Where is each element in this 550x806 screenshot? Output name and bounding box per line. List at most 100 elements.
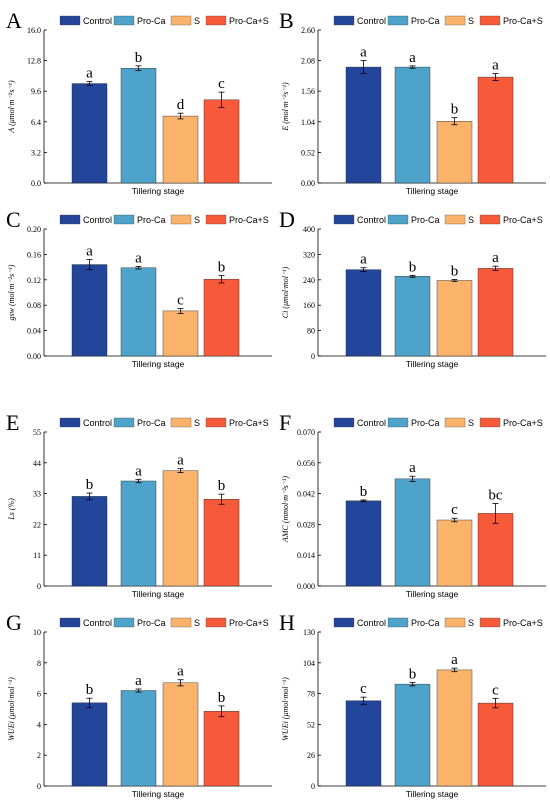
- y-tick-label: 33: [33, 490, 41, 499]
- panel-letter: G: [6, 610, 22, 635]
- legend-label: Pro-Ca+S: [503, 215, 543, 225]
- y-tick-label: 0.056: [297, 459, 315, 468]
- legend-label: S: [468, 215, 474, 225]
- bar-pro-ca-s: [477, 268, 514, 357]
- legend-label: S: [194, 418, 200, 428]
- legend-swatch-control: [59, 214, 81, 225]
- y-tick-label: 10: [33, 628, 41, 637]
- y-tick-label: 8: [37, 659, 41, 668]
- y-tick-label: 0.08: [27, 301, 41, 310]
- panel-letter: F: [279, 410, 291, 435]
- significance-letter: a: [135, 463, 142, 479]
- x-axis-label: Tillering stage: [132, 789, 185, 799]
- significance-letter: a: [409, 460, 416, 476]
- legend-swatch-control: [59, 617, 81, 628]
- significance-letter: b: [218, 690, 226, 706]
- significance-letter: a: [86, 243, 93, 259]
- legend-label: S: [468, 618, 474, 628]
- legend-label: Pro-Ca+S: [229, 215, 269, 225]
- bar-control: [71, 702, 108, 787]
- significance-letter: a: [409, 50, 416, 66]
- bar-pro-ca: [120, 690, 157, 787]
- bar-control: [71, 496, 108, 587]
- y-tick-label: 0: [311, 352, 315, 361]
- bar-pro-ca: [394, 683, 431, 787]
- significance-letter: a: [135, 250, 142, 266]
- legend-label: Pro-Ca+S: [229, 418, 269, 428]
- y-tick-label: 160: [303, 301, 315, 310]
- legend-label: Pro-Ca: [137, 16, 166, 26]
- y-axis-label: WUEi (μmol·mol⁻¹): [7, 677, 16, 741]
- y-tick-label: 6.4: [31, 118, 41, 127]
- y-tick-label: 9.6: [31, 87, 41, 96]
- y-tick-label: 6: [37, 690, 41, 699]
- bar-pro-ca: [120, 267, 157, 357]
- bar-s: [436, 519, 473, 587]
- y-tick-label: 400: [303, 225, 315, 234]
- y-tick-label: 55: [33, 428, 41, 437]
- y-tick-label: 2.08: [301, 57, 315, 66]
- panel-letter: E: [6, 410, 19, 435]
- panel-c: C Control Pro-Ca S Pro-Ca+S 0.00 0.04 0.08 0.12 0…: [6, 207, 272, 369]
- legend-label: Control: [357, 618, 386, 628]
- legend-label: Control: [83, 16, 112, 26]
- y-tick-label: 2: [37, 751, 41, 760]
- panel-letter: A: [6, 8, 22, 33]
- y-tick-label: 26: [307, 751, 315, 760]
- legend-swatch-pro-ca: [113, 417, 135, 428]
- legend-swatch-pro-ca-s: [479, 214, 501, 225]
- legend-swatch-pro-ca-s: [479, 417, 501, 428]
- x-axis-label: Tillering stage: [406, 359, 459, 369]
- legend-swatch-control: [333, 417, 355, 428]
- x-axis-label: Tillering stage: [406, 589, 459, 599]
- significance-letter: a: [492, 58, 499, 74]
- y-tick-label: 0: [37, 582, 41, 591]
- y-tick-label: 240: [303, 276, 315, 285]
- significance-letter: b: [409, 259, 417, 275]
- legend-swatch-pro-ca: [387, 214, 409, 225]
- legend-label: Pro-Ca+S: [503, 16, 543, 26]
- y-tick-label: 0.20: [27, 225, 41, 234]
- x-axis-label: Tillering stage: [132, 589, 185, 599]
- y-axis-label: Ci (μmol·mol⁻¹): [281, 266, 290, 318]
- y-tick-label: 12.8: [27, 57, 41, 66]
- legend-label: Pro-Ca: [137, 618, 166, 628]
- bar-s: [436, 121, 473, 184]
- legend-label: Pro-Ca: [411, 418, 440, 428]
- significance-letter: c: [177, 292, 184, 308]
- bar-pro-ca: [394, 276, 431, 357]
- bar-pro-ca: [120, 480, 157, 587]
- legend-swatch-pro-ca: [113, 15, 135, 26]
- bar-s: [162, 682, 199, 787]
- significance-letter: bc: [488, 488, 503, 504]
- legend-label: Pro-Ca: [411, 618, 440, 628]
- legend-label: Control: [83, 215, 112, 225]
- legend-swatch-control: [333, 214, 355, 225]
- significance-letter: b: [451, 102, 459, 118]
- bar-s: [162, 310, 199, 357]
- legend-swatch-s: [444, 15, 466, 26]
- panel-g: G Control Pro-Ca S Pro-Ca+S 0 2 4 6 8 10 b a a b Tiller…: [6, 610, 272, 799]
- y-axis-label: gsw (mol·m⁻²s⁻¹): [7, 264, 16, 320]
- significance-letter: a: [86, 66, 93, 82]
- y-tick-label: 0.16: [27, 250, 41, 259]
- legend-swatch-s: [170, 617, 192, 628]
- bar-s: [162, 470, 199, 587]
- legend-label: Control: [357, 16, 386, 26]
- panel-letter: C: [6, 207, 21, 232]
- y-tick-label: 0.070: [297, 428, 315, 437]
- bar-s: [436, 280, 473, 357]
- y-axis-label: E (mol·m⁻²s⁻¹): [281, 82, 290, 132]
- legend-swatch-pro-ca: [387, 617, 409, 628]
- y-tick-label: 3.2: [31, 148, 41, 157]
- legend-label: Pro-Ca: [411, 16, 440, 26]
- significance-letter: a: [492, 250, 499, 266]
- legend-label: S: [194, 618, 200, 628]
- legend-swatch-control: [333, 617, 355, 628]
- x-axis-label: Tillering stage: [132, 186, 185, 196]
- significance-letter: c: [218, 76, 225, 92]
- legend-label: Control: [357, 215, 386, 225]
- y-tick-label: 44: [33, 459, 41, 468]
- significance-letter: b: [451, 263, 459, 279]
- y-tick-label: 0.042: [297, 490, 315, 499]
